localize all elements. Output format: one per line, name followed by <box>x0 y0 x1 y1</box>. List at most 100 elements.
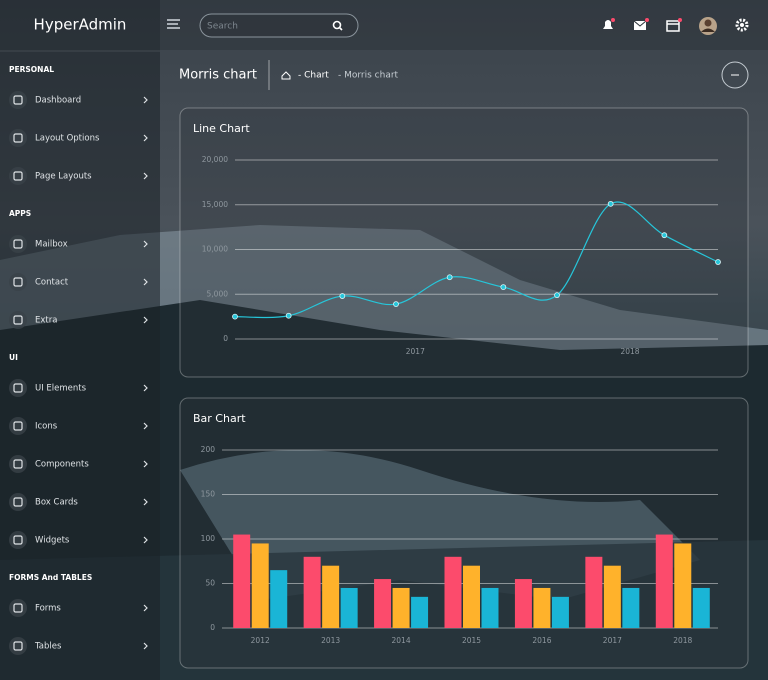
sidebar-item[interactable]: Page Layouts <box>9 167 148 185</box>
sidebar-item[interactable]: Layout Options <box>9 129 148 147</box>
menu-icon-glyph <box>13 497 23 507</box>
menu-icon <box>9 531 27 549</box>
sidebar-item[interactable]: Mailbox <box>9 235 148 253</box>
menu-icon-glyph <box>13 171 23 181</box>
y-tick-label: 10,000 <box>202 245 228 254</box>
menu-icon-glyph <box>13 535 23 545</box>
chevron <box>143 134 148 142</box>
x-tick-label: 2013 <box>321 636 340 645</box>
bar <box>603 565 621 628</box>
point <box>607 200 614 207</box>
menu-icon <box>9 455 27 473</box>
brand[interactable]: HyperAdmin <box>34 16 127 34</box>
sidebar-item[interactable]: Icons <box>9 417 148 435</box>
menu-icon <box>9 235 27 253</box>
menu-label: Icons <box>35 422 58 432</box>
bar <box>481 587 499 628</box>
chevron <box>143 172 148 180</box>
sidebar-heading: PERSONAL <box>9 65 54 74</box>
bar <box>270 570 288 628</box>
bar <box>411 596 429 628</box>
point <box>339 293 346 299</box>
menu-label: Page Layouts <box>35 172 92 182</box>
bar <box>533 587 551 628</box>
sidebar-item[interactable]: Tables <box>9 637 148 655</box>
collapse-button[interactable] <box>721 61 749 89</box>
card <box>179 107 749 378</box>
x-tick-label: 2017 <box>603 636 622 645</box>
x-tick-label: 2014 <box>392 636 411 645</box>
y-tick-label: 100 <box>201 534 216 543</box>
sidebar-heading: APPS <box>9 209 31 218</box>
menu-icon <box>9 167 27 185</box>
menu-icon-glyph <box>13 383 23 393</box>
menu-icon <box>9 91 27 109</box>
bar <box>392 587 410 628</box>
search-placeholder: Search <box>207 22 238 32</box>
bar <box>622 587 640 628</box>
y-tick-label: 15,000 <box>202 200 228 209</box>
sidebar-item[interactable]: Box Cards <box>9 493 148 511</box>
home-icon[interactable] <box>281 71 291 80</box>
sidebar-item[interactable]: Contact <box>9 273 148 291</box>
menu-label: Components <box>35 460 89 470</box>
chart-title: Bar Chart <box>193 412 246 425</box>
y-tick-label: 150 <box>201 490 216 499</box>
sidebar-item[interactable]: Components <box>9 455 148 473</box>
y-tick-label: 200 <box>201 445 216 454</box>
bar <box>374 579 392 628</box>
bar <box>514 579 532 628</box>
sidebar-item[interactable]: Widgets <box>9 531 148 549</box>
bar <box>674 543 692 628</box>
sidebar-heading: FORMS And TABLES <box>9 573 92 582</box>
bar <box>322 565 340 628</box>
x-tick-label: 2018 <box>620 347 639 356</box>
x-tick-label: 2015 <box>462 636 481 645</box>
menu-icon-glyph <box>13 459 23 469</box>
bar <box>233 534 251 628</box>
x-tick-label: 2018 <box>673 636 692 645</box>
bar <box>463 565 480 628</box>
point <box>715 259 721 265</box>
menu-icon-glyph <box>13 641 23 651</box>
point <box>554 292 560 299</box>
menu-icon-glyph <box>13 421 23 431</box>
search-box[interactable] <box>199 13 359 38</box>
avatar[interactable] <box>699 17 717 35</box>
chevron <box>143 384 148 392</box>
menu-label: Widgets <box>35 536 70 546</box>
menu-label: Extra <box>35 316 57 326</box>
menu-toggle[interactable] <box>167 19 180 29</box>
page-title: Morris chart <box>179 68 257 83</box>
bar <box>251 543 269 628</box>
chevron <box>143 536 148 544</box>
notification-icon[interactable] <box>603 18 615 29</box>
x-tick-label: 2016 <box>532 636 551 645</box>
breadcrumb-link[interactable]: - Chart <box>298 71 329 81</box>
settings-icon[interactable] <box>735 18 749 32</box>
sidebar-item[interactable]: Extra <box>9 311 148 329</box>
sidebar-item[interactable]: Dashboard <box>9 91 148 109</box>
menu-label: Mailbox <box>35 240 68 250</box>
chevron <box>143 240 148 248</box>
search-icon[interactable] <box>332 20 343 31</box>
menu-icon <box>9 599 27 617</box>
chevron <box>143 278 148 286</box>
sidebar-item[interactable]: UI Elements <box>9 379 148 397</box>
sidebar-heading: UI <box>9 353 18 362</box>
chevron <box>143 96 148 104</box>
menu-icon-glyph <box>13 603 23 613</box>
x-tick-label: 2017 <box>406 347 425 356</box>
bar <box>340 587 358 628</box>
bar <box>551 596 569 628</box>
chevron <box>143 642 148 650</box>
sidebar-item[interactable]: Forms <box>9 599 148 617</box>
bar <box>303 556 321 628</box>
y-tick-label: 5,000 <box>207 289 229 298</box>
calendar-icon[interactable] <box>666 18 682 32</box>
mail-icon[interactable] <box>633 18 649 30</box>
point <box>500 284 507 290</box>
point <box>446 274 453 281</box>
menu-icon-glyph <box>13 95 23 105</box>
chevron <box>143 316 148 324</box>
